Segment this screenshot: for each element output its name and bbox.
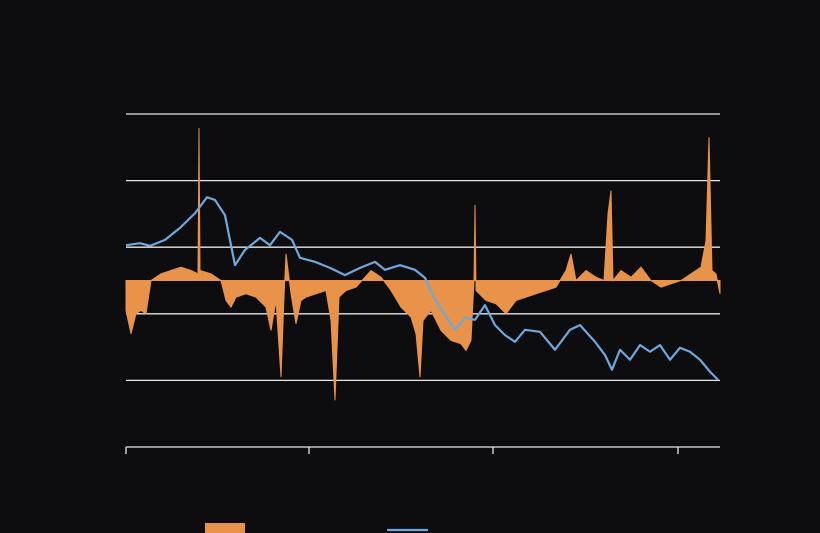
line bbox=[125, 196, 719, 381]
area bbox=[125, 127, 721, 401]
legend-swatch bbox=[205, 523, 245, 533]
